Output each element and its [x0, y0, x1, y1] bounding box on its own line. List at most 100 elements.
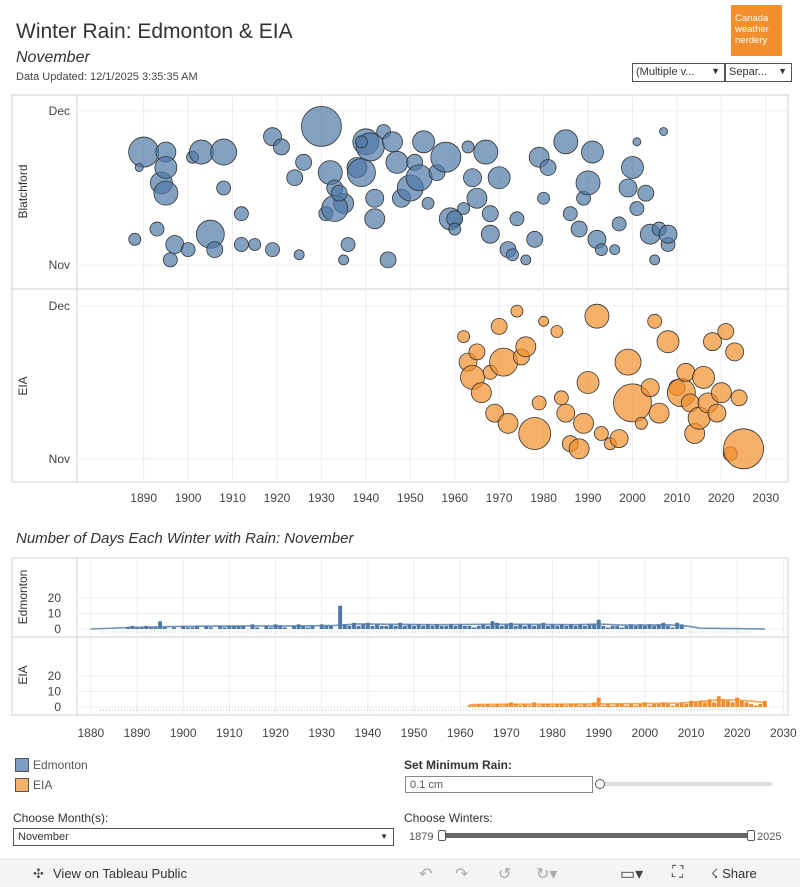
legend-item-edmonton[interactable]: Edmonton [15, 758, 88, 772]
winters-slider-track[interactable] [441, 833, 753, 838]
legend-item-eia[interactable]: EIA [15, 778, 52, 792]
data-updated-text: Data Updated: 12/1/2025 3:35:35 AM [16, 71, 198, 83]
download-icon[interactable]: ▭▾ [620, 866, 644, 883]
chevron-down-icon: ▼ [711, 66, 720, 76]
bar-edmonton [268, 627, 273, 629]
bar-edmonton [559, 624, 564, 629]
bar-eia [587, 705, 592, 707]
winters-label: Choose Winters: [404, 811, 493, 825]
bubble-blatchford [649, 254, 661, 266]
share-icon: ☇ [711, 866, 719, 881]
y-tick-label: 10 [48, 607, 62, 621]
bubble-blatchford [216, 180, 232, 196]
bar-edmonton [324, 625, 329, 629]
bubble-eia [613, 383, 652, 423]
view-on-tableau-link[interactable]: ✣ View on Tableau Public [33, 866, 187, 882]
bar-edmonton [384, 625, 389, 629]
bubble-eia [576, 371, 600, 394]
bubble-blatchford [487, 166, 511, 190]
bubble-eia [556, 403, 576, 423]
bar-edmonton [292, 625, 296, 629]
bubble-blatchford [346, 158, 376, 187]
bar-chart[interactable]: 1880 1890 1900 1910 1920 1930 1940 1950 1960 1970… [0, 552, 800, 747]
bar-edmonton [509, 622, 513, 629]
bar-edmonton [601, 625, 606, 629]
undo-icon[interactable]: ↶ [419, 866, 433, 883]
bar-edmonton [536, 624, 541, 629]
month-select[interactable]: November ▼ [13, 828, 394, 846]
x-tick-label: 1910 [219, 491, 246, 505]
bar-edmonton [171, 627, 176, 629]
x-tick-label: 1970 [486, 491, 513, 505]
panel-label: EIA [16, 665, 30, 684]
trend-line-eia [469, 699, 765, 706]
redo-icon[interactable]: ↷ [455, 866, 469, 883]
bar-eia [670, 705, 675, 707]
bubble-eia [468, 343, 486, 361]
bar-edmonton [490, 621, 495, 629]
bar-edmonton [472, 627, 477, 629]
share-button[interactable]: ☇ Share [711, 866, 757, 882]
bar-edmonton [541, 622, 546, 629]
bubble-blatchford [509, 211, 525, 227]
bubble-eia [510, 304, 524, 318]
bubble-blatchford [382, 131, 403, 153]
legend-label-edmonton: Edmonton [33, 758, 88, 772]
share-label: Share [722, 866, 757, 881]
y-tick-label: Nov [49, 452, 70, 466]
refresh-icon[interactable]: ↻▾ [536, 866, 558, 883]
x-tick-label: 1880 [77, 726, 104, 740]
bubble-blatchford [149, 221, 165, 237]
y-tick-label: 10 [48, 685, 62, 699]
x-tick-label: 1930 [308, 491, 335, 505]
month-select-value: November [18, 831, 69, 843]
bar-eia [490, 705, 495, 707]
bubble-blatchford [457, 202, 471, 215]
bubble-chart[interactable]: 1890 1900 1910 1920 1930 1940 1950 1960 1970 1980… [0, 90, 800, 520]
bar-eia [495, 703, 500, 707]
min-rain-slider-track[interactable] [602, 782, 772, 786]
y-tick-label: 20 [48, 669, 62, 683]
bubble-blatchford [206, 241, 224, 259]
view-on-tableau-label: View on Tableau Public [53, 866, 187, 881]
winters-max-value: 2025 [757, 831, 782, 843]
x-tick-label: 1920 [264, 491, 291, 505]
bar-eia [762, 700, 767, 707]
bubble-eia [470, 382, 492, 404]
bar-eia [499, 705, 504, 707]
y-tick-label: Dec [49, 299, 70, 313]
bar-edmonton [153, 627, 158, 629]
station-filter-dropdown[interactable]: (Multiple v... ▼ [632, 63, 725, 82]
bar-edmonton [135, 627, 139, 629]
bar-eia [569, 703, 573, 707]
bar-edmonton [264, 625, 269, 629]
bar-edmonton [185, 627, 190, 629]
bar-eia [605, 703, 610, 707]
bar-eia [707, 699, 712, 707]
revert-icon[interactable]: ↺ [498, 866, 512, 883]
bubble-blatchford [128, 136, 160, 168]
bar-edmonton [569, 624, 573, 629]
brand-logo[interactable]: Canada weather nerdery [731, 5, 782, 56]
layout-filter-dropdown[interactable]: Separ... ▼ [725, 63, 792, 82]
bar-edmonton [527, 624, 532, 629]
bubble-blatchford [430, 141, 462, 173]
bar-edmonton [532, 625, 537, 629]
bubble-blatchford [210, 138, 238, 166]
bar-edmonton [518, 624, 523, 629]
bar-edmonton [352, 622, 356, 629]
bar-eia [730, 702, 735, 707]
bar-edmonton [407, 624, 412, 629]
bar-edmonton [338, 605, 343, 629]
bar-edmonton [615, 625, 620, 629]
winters-slider-min-handle[interactable] [438, 830, 446, 841]
bar-eia [472, 705, 477, 707]
min-rain-input[interactable]: 0.1 cm [405, 776, 593, 793]
bubble-blatchford [594, 243, 608, 257]
min-rain-slider-handle[interactable] [595, 779, 605, 789]
fullscreen-icon[interactable]: ⛶ [672, 864, 684, 881]
winters-slider-max-handle[interactable] [747, 830, 755, 841]
bar-edmonton [670, 627, 675, 629]
logo-line: Canada [735, 13, 769, 24]
x-tick-label: 1960 [447, 726, 474, 740]
